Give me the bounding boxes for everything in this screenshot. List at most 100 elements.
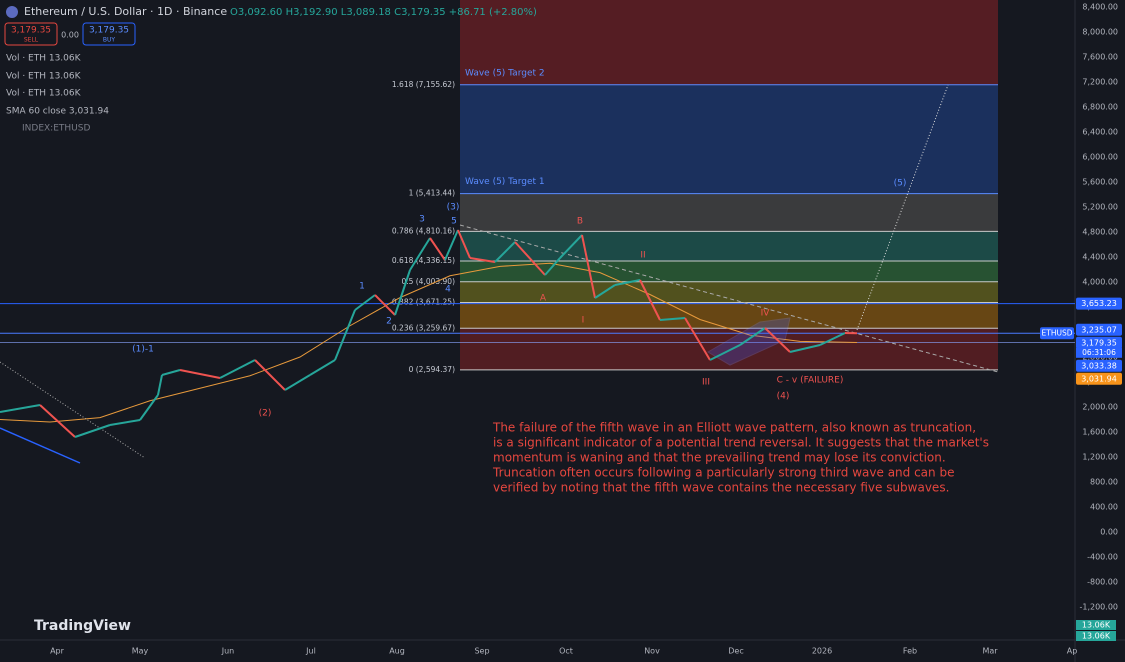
- price-tag-label: 3,031.94: [1081, 374, 1117, 383]
- ohlc: O3,092.60 H3,192.90 L3,089.18 C3,179.35 …: [230, 7, 537, 18]
- countdown: 06:31:06: [1082, 348, 1116, 357]
- price-segment: [594, 284, 616, 299]
- y-tick-label: 6,400.00: [1082, 128, 1118, 137]
- fib-zone: [460, 302, 998, 329]
- price-segment: [139, 394, 159, 421]
- x-tick-label: Jun: [221, 647, 235, 656]
- wave-label: A: [540, 294, 547, 304]
- fib-label: 0.618 (4,336.15): [392, 256, 455, 265]
- indicator: Vol · ETH 13.06K: [6, 54, 82, 64]
- y-tick-label: 400.00: [1090, 503, 1118, 512]
- price-segment: [161, 369, 181, 376]
- price-tag-label: 3,653.23: [1081, 299, 1117, 308]
- fib-label: 0.236 (3,259.67): [392, 323, 455, 332]
- x-tick-label: Feb: [903, 647, 917, 656]
- y-tick-label: 7,600.00: [1082, 53, 1118, 62]
- y-tick-label: 8,400.00: [1082, 3, 1118, 12]
- indicator: Vol · ETH 13.06K: [6, 72, 82, 82]
- price-segment: [74, 424, 111, 438]
- volume-tag-label: 13.06K: [1082, 632, 1111, 641]
- countdown-bg: [1076, 347, 1122, 358]
- x-tick-label: Apr: [50, 647, 65, 656]
- price-segment: [309, 359, 336, 376]
- price-tag: [1076, 359, 1122, 372]
- spread: 0.00: [61, 31, 79, 40]
- price-segment: [394, 269, 411, 316]
- fib-label: 1 (5,413.44): [409, 189, 455, 198]
- note-line: momentum is waning and that the prevaili…: [493, 451, 946, 465]
- wave-label: III: [702, 378, 710, 388]
- x-tick-label: Aug: [389, 647, 405, 656]
- wave-label: (3): [447, 203, 460, 213]
- fib-zone: [460, 328, 998, 370]
- price-segment: [659, 317, 686, 321]
- price-segment: [544, 257, 561, 276]
- downtrend: [0, 361, 146, 459]
- downtrend: [0, 427, 81, 464]
- price-segment: [254, 359, 286, 391]
- price-segment: [219, 359, 256, 379]
- fib-label: 0.382 (3,671.25): [392, 298, 455, 307]
- y-tick-label: 1,200.00: [1082, 453, 1118, 462]
- price-segment: [429, 237, 446, 261]
- wave-label: 3: [419, 215, 425, 225]
- price-segment: [374, 294, 396, 316]
- price-segment: [469, 257, 496, 263]
- y-tick-label: 6,800.00: [1082, 103, 1118, 112]
- fib-zone: [460, 231, 998, 261]
- channel: [707, 317, 791, 366]
- y-tick-label: 5,200.00: [1082, 203, 1118, 212]
- y-tick-label: 1,600.00: [1082, 428, 1118, 437]
- price-segment: [494, 241, 516, 263]
- wave-label: I: [582, 316, 585, 326]
- x-tick-label: Nov: [644, 647, 660, 656]
- symbol: Ethereum / U.S. Dollar · 1D · Binance: [24, 5, 227, 18]
- price-tag: [1076, 297, 1122, 310]
- sell-price: 3,179.35: [11, 26, 51, 36]
- price-segment: [39, 404, 76, 438]
- price-segment: [457, 229, 471, 259]
- indicator: Vol · ETH 13.06K: [6, 89, 82, 99]
- price-segment: [819, 332, 846, 346]
- wave-label: (5): [894, 179, 907, 189]
- y-tick-label: -1,200.00: [1079, 603, 1118, 612]
- sell-button[interactable]: [4, 22, 58, 46]
- price-segment: [559, 234, 583, 259]
- wave-label: C - v (FAILURE): [777, 376, 844, 386]
- y-tick-label: 5,600.00: [1082, 178, 1118, 187]
- price-segment: [444, 229, 459, 261]
- x-tick-label: Ap: [1067, 647, 1078, 656]
- note-line: verified by noting that the fifth wave c…: [493, 481, 949, 495]
- buy-label: BUY: [103, 37, 116, 44]
- sell-label: SELL: [24, 37, 39, 44]
- price-segment: [284, 374, 311, 391]
- y-tick-label: -400.00: [1087, 553, 1118, 562]
- symbol-icon: [6, 6, 18, 18]
- buy-button[interactable]: [82, 22, 136, 46]
- buy-price: 3,179.35: [89, 26, 129, 36]
- wave-label: II: [640, 251, 645, 261]
- y-tick-label: 7,200.00: [1082, 78, 1118, 87]
- price-segment: [409, 237, 431, 271]
- price-segment: [179, 369, 221, 379]
- price-segment: [581, 234, 596, 299]
- y-tick-label: -800.00: [1087, 578, 1118, 587]
- target-label: Wave (5) Target 2: [465, 68, 545, 78]
- wave-label: 1: [359, 282, 365, 292]
- price-segment: [334, 309, 356, 361]
- price-segment: [109, 419, 141, 426]
- note-line: is a significant indicator of a potentia…: [493, 436, 989, 450]
- y-tick-label: 4,400.00: [1082, 253, 1118, 262]
- price-segment: [764, 327, 791, 353]
- price-segment: [157, 374, 163, 396]
- note-line: Truncation often occurs following a part…: [492, 466, 954, 480]
- y-tick-label: 4,000.00: [1082, 278, 1118, 287]
- price-tag: [1076, 323, 1122, 336]
- wave-label: (4): [777, 392, 790, 402]
- brand: TradingView: [34, 618, 131, 634]
- x-tick-label: May: [132, 647, 149, 656]
- target-label: Wave (5) Target 1: [465, 177, 545, 187]
- fib-zone: [460, 84, 998, 194]
- volume-tag: [1076, 631, 1116, 641]
